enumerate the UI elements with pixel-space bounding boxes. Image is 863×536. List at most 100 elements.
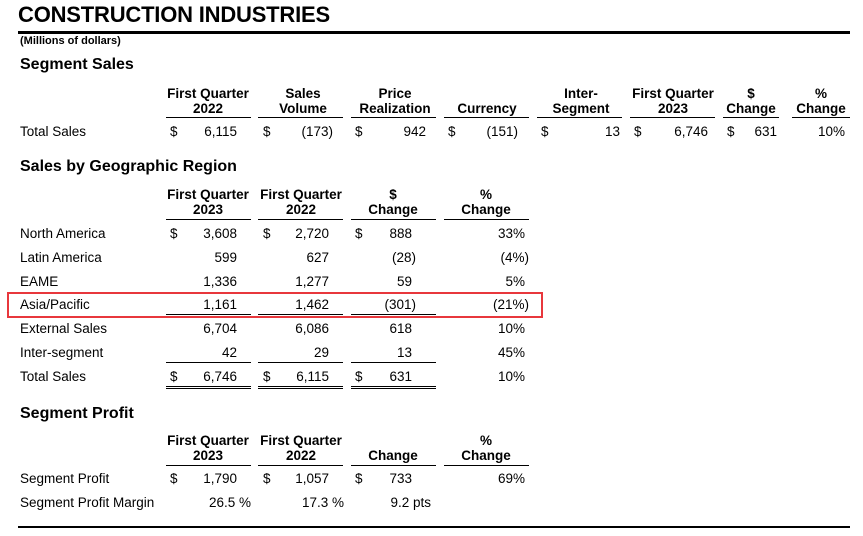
col-header-fq2023: First Quarter 2023: [163, 187, 253, 217]
cell-value: 26.5 %: [208, 495, 251, 510]
cell-value: 45%: [497, 345, 525, 360]
currency-symbol: $: [541, 124, 549, 139]
row-label: External Sales: [20, 321, 108, 336]
currency-symbol: $: [170, 369, 178, 384]
cell-value: 1,790: [203, 471, 237, 486]
header-line: $: [747, 86, 755, 101]
header-rule: [537, 117, 622, 118]
row-label: Latin America: [20, 250, 102, 265]
cell-value: 733: [389, 471, 412, 486]
segment-profit-heading: Segment Profit: [20, 405, 134, 422]
cell-value: 59: [396, 274, 412, 289]
col-header-dollar-change: $ Change: [348, 187, 438, 217]
cell-value: 42: [221, 345, 237, 360]
cell-value: 3,608: [203, 226, 237, 241]
header-line: Realization: [359, 101, 431, 116]
cell-value: 29: [313, 345, 329, 360]
row-label: North America: [20, 226, 106, 241]
subtotal-rule: [258, 314, 343, 315]
header-rule: [351, 465, 436, 466]
header-rule: [792, 117, 850, 118]
header-line: Change: [461, 202, 511, 217]
cell-value: 631: [754, 124, 777, 139]
cell-value: 13: [396, 345, 412, 360]
segment-sales-heading: Segment Sales: [20, 56, 134, 73]
header-line: [442, 86, 532, 101]
cell-value: 627: [306, 250, 329, 265]
subtotal-rule: [258, 362, 343, 363]
row-label: Total Sales: [20, 369, 87, 384]
currency-symbol: $: [355, 226, 363, 241]
header-line: Change: [796, 101, 846, 116]
header-rule: [258, 465, 343, 466]
col-header-intersegment: Inter- Segment: [536, 86, 626, 116]
header-line: 2023: [657, 101, 689, 116]
col-header-fq2023: First Quarter 2023: [163, 433, 253, 463]
units-subtitle: (Millions of dollars): [20, 35, 121, 47]
header-rule: [351, 117, 436, 118]
cell-value: 13: [604, 124, 620, 139]
header-line: Segment: [552, 101, 610, 116]
col-header-dollar-change: $ Change: [722, 86, 780, 116]
cell-value: 1,161: [203, 297, 237, 312]
col-header-fq2023: First Quarter 2023: [628, 86, 718, 116]
row-label: EAME: [20, 274, 59, 289]
cell-value: (21%): [492, 297, 529, 312]
col-header-currency: Currency: [442, 86, 532, 116]
currency-symbol: $: [355, 369, 363, 384]
header-rule: [166, 465, 251, 466]
currency-symbol: $: [355, 124, 363, 139]
header-rule: [444, 219, 529, 220]
currency-symbol: $: [170, 226, 178, 241]
currency-symbol: $: [170, 471, 178, 486]
header-line: Change: [726, 101, 776, 116]
header-rule: [166, 117, 251, 118]
cell-value: (151): [486, 124, 518, 139]
row-label: Segment Profit Margin: [20, 495, 155, 510]
cell-value: 942: [403, 124, 426, 139]
header-line: 2023: [192, 202, 224, 217]
col-header-pct-change: % Change: [441, 433, 531, 463]
header-line: 2022: [192, 101, 224, 116]
total-double-rule: [166, 386, 251, 389]
header-line: %: [814, 86, 827, 101]
row-label: Segment Profit: [20, 471, 110, 486]
cell-value: 10%: [497, 321, 525, 336]
currency-symbol: $: [448, 124, 456, 139]
header-rule: [630, 117, 715, 118]
cell-value: 9.2 pts: [390, 495, 431, 510]
geo-sales-heading: Sales by Geographic Region: [20, 158, 237, 175]
cell-value: (4%): [500, 250, 529, 265]
header-line: 2022: [285, 202, 317, 217]
header-line: First Quarter: [167, 187, 249, 202]
total-double-rule: [351, 386, 436, 389]
header-rule: [351, 219, 436, 220]
cell-value: 6,746: [674, 124, 708, 139]
row-label: Total Sales: [20, 124, 87, 139]
header-line: 2022: [285, 448, 317, 463]
header-line: $: [389, 187, 397, 202]
cell-value: 6,746: [203, 369, 237, 384]
subtotal-rule: [166, 314, 251, 315]
col-header-pct-change: % Change: [791, 86, 851, 116]
cell-value: 888: [389, 226, 412, 241]
header-line: Change: [368, 448, 418, 463]
cell-value: (301): [384, 297, 416, 312]
cell-value: 10%: [497, 369, 525, 384]
header-line: Change: [368, 202, 418, 217]
cell-value: 1,462: [295, 297, 329, 312]
cell-value: 69%: [497, 471, 525, 486]
header-rule: [258, 219, 343, 220]
cell-value: 1,336: [203, 274, 237, 289]
highlight-box: [7, 292, 543, 318]
cell-value: 17.3 %: [301, 495, 344, 510]
header-line: Change: [461, 448, 511, 463]
cell-value: 2,720: [295, 226, 329, 241]
header-line: Volume: [279, 101, 327, 116]
cell-value: 10%: [817, 124, 845, 139]
currency-symbol: $: [263, 471, 271, 486]
currency-symbol: $: [170, 124, 178, 139]
header-rule: [444, 117, 529, 118]
currency-symbol: $: [263, 124, 271, 139]
col-header-fq2022: First Quarter 2022: [163, 86, 253, 116]
